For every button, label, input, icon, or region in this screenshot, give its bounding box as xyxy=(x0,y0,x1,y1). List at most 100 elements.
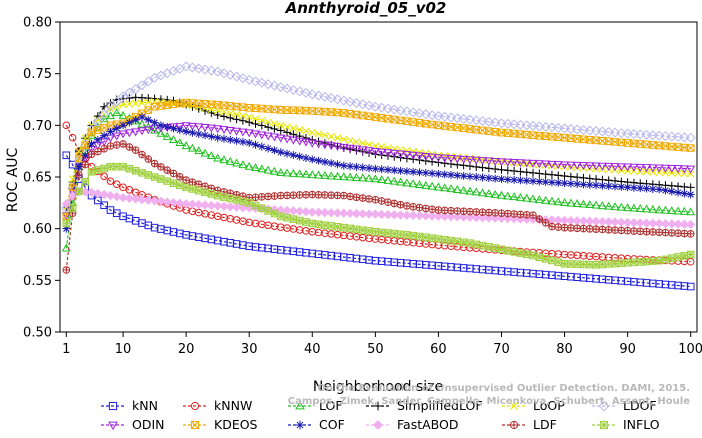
point-kdeos-5 xyxy=(87,128,96,137)
point-inflo-48 xyxy=(358,226,367,234)
point-fastabod-1 xyxy=(61,199,71,209)
point-lof-83 xyxy=(578,199,588,208)
point-ldf-75 xyxy=(529,211,537,219)
point-odin-63 xyxy=(452,155,462,164)
point-inflo-68 xyxy=(485,243,493,251)
point-ldf-9 xyxy=(112,141,121,149)
point-inflo-51 xyxy=(377,228,386,237)
legend-marker-knn xyxy=(108,401,118,411)
point-odin-47 xyxy=(351,145,361,154)
point-ldof-47 xyxy=(351,98,362,109)
point-ldof-91 xyxy=(628,129,639,140)
point-ldof-88 xyxy=(610,127,621,138)
point-cof-31 xyxy=(251,140,260,149)
point-ldof-72 xyxy=(509,119,520,130)
point-inflo-74 xyxy=(522,250,531,259)
point-lof-30 xyxy=(244,161,254,170)
point-ldof-23 xyxy=(200,64,211,75)
point-ldf-85 xyxy=(592,225,600,233)
point-cof-85 xyxy=(592,181,601,190)
point-simplifiedlof-77 xyxy=(541,170,550,179)
point-ldof-84 xyxy=(584,125,595,136)
legend-item-inflo: INFLO xyxy=(592,417,660,432)
point-loop-47 xyxy=(352,138,361,146)
point-lof-90 xyxy=(623,203,633,212)
point-lof-8 xyxy=(105,111,115,120)
point-loop-43 xyxy=(327,132,335,141)
point-ldof-44 xyxy=(332,94,343,105)
point-cof-8 xyxy=(106,127,115,136)
point-lof-98 xyxy=(673,206,683,215)
point-kdeos-18 xyxy=(169,100,178,109)
point-lof-64 xyxy=(459,185,469,194)
point-inflo-41 xyxy=(314,220,323,229)
point-odin-74 xyxy=(522,159,532,168)
point-lof-53 xyxy=(389,176,399,185)
point-kdeos-63 xyxy=(453,123,462,132)
point-cof-20 xyxy=(182,127,191,136)
point-cof-98 xyxy=(674,188,683,197)
point-lof-82 xyxy=(572,199,582,208)
point-inflo-97 xyxy=(667,254,676,263)
point-kdeos-100 xyxy=(686,144,695,152)
point-ldf-5 xyxy=(87,150,96,158)
point-ldof-39 xyxy=(300,87,311,98)
point-fastabod-17 xyxy=(162,197,172,207)
point-ldf-66 xyxy=(472,208,481,216)
point-ldof-13 xyxy=(136,80,147,91)
point-ldf-55 xyxy=(403,202,411,210)
point-ldof-25 xyxy=(212,66,223,77)
point-cof-26 xyxy=(220,134,228,143)
point-fastabod-89 xyxy=(616,217,626,227)
point-lof-85 xyxy=(591,200,601,209)
point-ldof-27 xyxy=(225,69,236,80)
point-odin-89 xyxy=(616,163,626,172)
point-inflo-38 xyxy=(295,216,304,225)
legend-item-fastabod: FastABOD xyxy=(366,417,459,432)
point-ldf-46 xyxy=(346,192,354,201)
point-knnw-100 xyxy=(686,257,695,266)
point-odin-85 xyxy=(591,162,601,171)
point-cof-88 xyxy=(611,182,619,191)
point-ldof-9 xyxy=(111,96,122,107)
point-inflo-87 xyxy=(604,260,613,268)
point-ldof-32 xyxy=(256,77,267,88)
point-cof-80 xyxy=(560,179,569,188)
point-odin-96 xyxy=(660,164,670,173)
legend-marker-loop xyxy=(510,402,518,410)
point-ldof-43 xyxy=(326,93,337,104)
legend-label-fastabod: FastABOD xyxy=(397,417,459,432)
point-cof-42 xyxy=(320,157,329,166)
point-ldof-45 xyxy=(338,95,349,106)
point-inflo-16 xyxy=(157,175,165,183)
point-fastabod-52 xyxy=(383,209,393,220)
point-loop-54 xyxy=(396,146,405,154)
point-ldf-13 xyxy=(138,150,146,159)
point-simplifiedlof-73 xyxy=(516,167,525,176)
point-odin-33 xyxy=(263,132,273,141)
point-cof-86 xyxy=(598,181,607,190)
point-inflo-19 xyxy=(176,181,184,190)
point-ldf-37 xyxy=(289,191,298,199)
point-odin-83 xyxy=(578,162,588,171)
legend-marker-inflo xyxy=(599,420,609,430)
point-cof-59 xyxy=(428,169,437,178)
point-ldf-32 xyxy=(258,193,266,201)
point-lof-74 xyxy=(522,193,532,202)
point-ldf-87 xyxy=(604,226,613,234)
point-ldf-64 xyxy=(459,207,468,216)
point-ldf-7 xyxy=(100,145,108,153)
point-odin-82 xyxy=(572,161,582,170)
point-simplifiedlof-76 xyxy=(535,169,544,178)
point-lof-58 xyxy=(421,180,431,189)
point-inflo-61 xyxy=(440,236,449,244)
point-ldf-42 xyxy=(321,191,329,199)
y-tick-label-6: 0.80 xyxy=(23,16,52,31)
point-ldf-72 xyxy=(510,210,518,218)
point-cof-30 xyxy=(245,138,254,147)
point-odin-81 xyxy=(566,161,576,170)
point-ldof-81 xyxy=(565,123,576,134)
point-lof-84 xyxy=(585,200,595,209)
point-odin-14 xyxy=(143,126,153,135)
point-kdeos-3 xyxy=(75,154,83,163)
